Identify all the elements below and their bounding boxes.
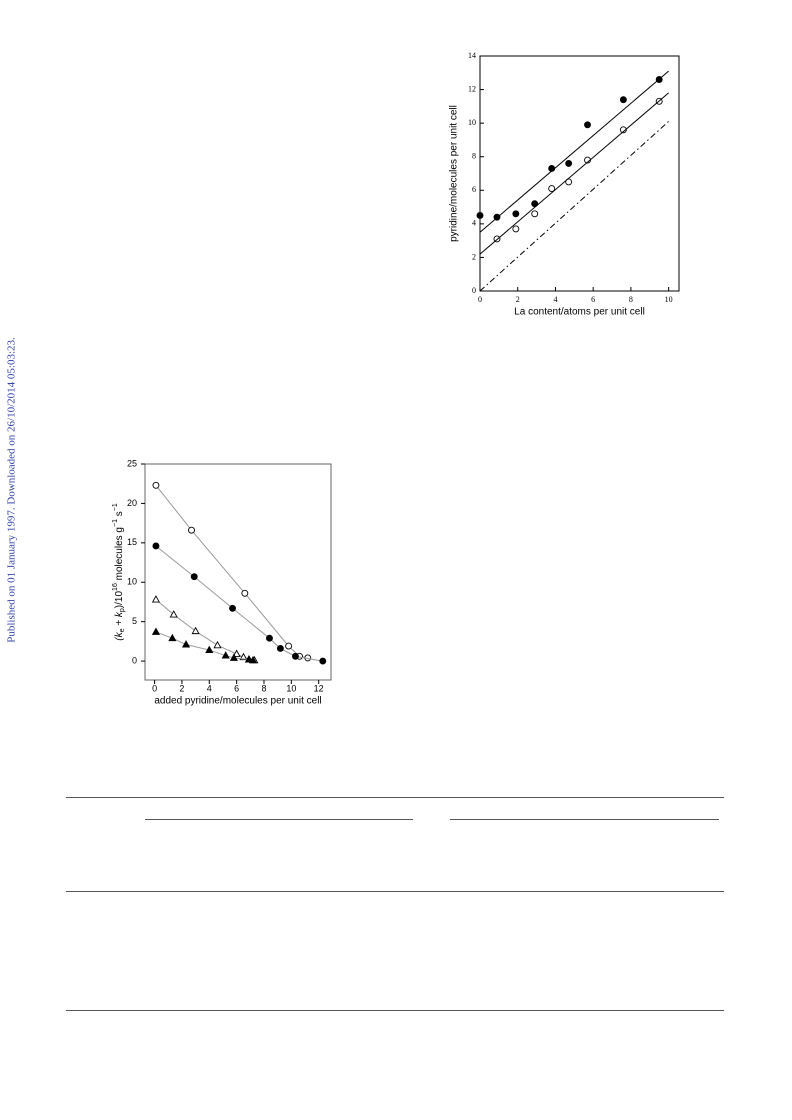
data-point <box>229 604 236 612</box>
y-tick-label: 20 <box>127 498 137 508</box>
series-line <box>479 70 669 233</box>
series-line <box>479 121 669 292</box>
series-line <box>155 599 255 661</box>
y-axis-label-part: p <box>119 608 126 612</box>
data-point <box>584 121 591 129</box>
data-point <box>213 640 222 649</box>
x-tick-label: 4 <box>553 295 557 304</box>
data-point <box>188 526 195 534</box>
data-point <box>476 212 484 219</box>
plot-frame <box>144 463 332 681</box>
x-axis-label: La content/atoms per unit cell <box>514 307 645 318</box>
data-point <box>152 481 160 489</box>
y-axis-label-part: e <box>119 628 126 632</box>
data-point <box>151 627 161 635</box>
data-point <box>285 642 293 650</box>
y-axis-label-part: 16 <box>112 583 119 591</box>
y-tick-label: 10 <box>127 577 137 587</box>
y-tick-label: 8 <box>472 152 476 161</box>
data-point <box>512 225 520 233</box>
x-tick-label: 2 <box>516 295 520 304</box>
y-axis-label-part: (k <box>114 631 125 640</box>
y-tick-label: 0 <box>132 655 137 665</box>
data-point <box>248 655 258 664</box>
x-tick-label: 12 <box>314 683 324 693</box>
y-tick-label: 10 <box>468 118 476 127</box>
series-line <box>479 92 669 255</box>
side-note: Published on 01 January 1997. Downloaded… <box>6 337 18 643</box>
x-tick-label: 4 <box>207 683 212 693</box>
x-tick-label: 6 <box>234 683 239 693</box>
y-tick-label: 4 <box>472 219 476 228</box>
y-axis-label-part: )/10 <box>114 591 125 609</box>
x-tick-label: 10 <box>665 295 673 304</box>
y-tick-label: 5 <box>132 616 137 626</box>
x-tick-label: 2 <box>179 683 184 693</box>
y-axis-label: (ke + kp)/1016 molecules g−1 s−1 <box>112 503 126 641</box>
data-point <box>232 649 241 657</box>
chart: 0 2 4 6 8 10 0 2 4 6 8 10 12 14 La content/atoms per u… <box>449 51 680 318</box>
y-tick-label: 6 <box>472 185 476 194</box>
x-axis-label: added pyridine/molecules per unit cell <box>154 696 321 707</box>
y-axis-label-part: −1 <box>112 519 119 527</box>
series-line <box>155 484 308 659</box>
y-axis-label-part: s <box>114 511 125 519</box>
y-tick-label: 2 <box>472 252 476 261</box>
data-point <box>531 210 539 218</box>
data-point <box>266 634 273 642</box>
data-point <box>191 626 200 635</box>
y-axis-label-part: molecules g <box>114 527 125 583</box>
y-axis-label-part: −1 <box>112 503 119 511</box>
data-point <box>319 657 327 665</box>
y-tick-label: 0 <box>472 286 476 295</box>
y-axis-label-part: + k <box>114 611 125 628</box>
data-point <box>619 96 627 104</box>
x-tick-label: 6 <box>591 295 595 304</box>
table-rules <box>66 797 724 1011</box>
x-tick-label: 0 <box>478 295 482 304</box>
y-tick-label: 25 <box>127 458 137 468</box>
data-point <box>512 210 520 218</box>
data-point <box>221 651 230 659</box>
data-point <box>276 645 284 652</box>
chart: 0 2 4 6 8 10 12 0 5 10 15 20 25 added pyridine/molecu… <box>112 458 332 707</box>
data-point <box>190 573 198 581</box>
data-point <box>181 640 191 648</box>
data-point <box>229 653 238 661</box>
x-tick-label: 10 <box>286 683 296 693</box>
data-point <box>548 185 556 193</box>
y-axis-label: pyridine/molecules per unit cell <box>449 105 460 242</box>
data-point <box>291 652 299 660</box>
x-tick-label: 0 <box>152 683 157 693</box>
data-point <box>205 645 214 653</box>
data-point <box>151 595 161 603</box>
data-point <box>239 652 248 661</box>
data-point <box>169 610 178 618</box>
y-tick-label: 14 <box>468 51 476 60</box>
y-tick-label: 15 <box>127 537 137 547</box>
data-point <box>565 159 573 167</box>
x-tick-label: 8 <box>261 683 266 693</box>
data-point <box>241 589 249 597</box>
y-tick-label: 12 <box>468 84 476 93</box>
data-point <box>619 126 627 134</box>
data-point <box>152 542 160 550</box>
plot-frame <box>479 55 680 292</box>
series-line <box>155 545 323 662</box>
x-tick-label: 8 <box>629 295 633 304</box>
data-point <box>168 633 177 642</box>
